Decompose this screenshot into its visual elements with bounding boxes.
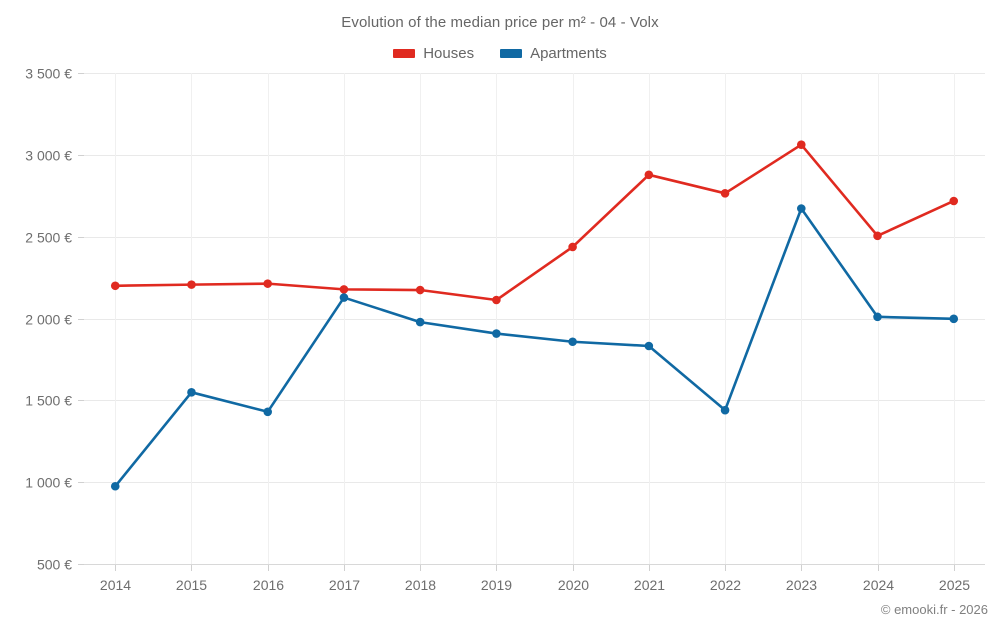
chart-legend: Houses Apartments bbox=[0, 45, 1000, 62]
legend-item-apartments[interactable]: Apartments bbox=[500, 45, 607, 62]
data-point[interactable] bbox=[492, 329, 501, 338]
x-axis-tick-label: 2025 bbox=[939, 577, 970, 593]
y-axis-tick-label: 3 500 € bbox=[25, 66, 72, 82]
x-axis-tick-label: 2024 bbox=[863, 577, 894, 593]
line-swatch-icon bbox=[393, 49, 416, 58]
y-axis-tick-label: 2 000 € bbox=[25, 312, 72, 328]
y-axis-tick-label: 2 500 € bbox=[25, 230, 72, 246]
data-point[interactable] bbox=[720, 189, 730, 198]
legend-label: Apartments bbox=[530, 45, 607, 62]
x-axis-tick-label: 2023 bbox=[786, 577, 817, 593]
data-point[interactable] bbox=[873, 312, 882, 322]
data-point[interactable] bbox=[187, 388, 196, 397]
x-axis-tick-label: 2015 bbox=[176, 577, 207, 593]
series-line-apartments bbox=[113, 207, 956, 488]
vertical-gridlines bbox=[115, 73, 955, 564]
data-point[interactable] bbox=[873, 231, 882, 241]
x-axis-tick-label: 2022 bbox=[710, 577, 741, 593]
y-axis-tick-label: 1 000 € bbox=[25, 475, 72, 491]
data-point[interactable] bbox=[415, 285, 425, 295]
x-axis-tick-label: 2021 bbox=[634, 577, 665, 593]
data-point[interactable] bbox=[110, 281, 120, 291]
data-point[interactable] bbox=[492, 295, 501, 305]
data-point[interactable] bbox=[263, 407, 273, 417]
x-axis-tick-label: 2019 bbox=[481, 577, 512, 593]
data-point[interactable] bbox=[949, 314, 959, 324]
x-axis-tick-label: 2014 bbox=[100, 577, 131, 593]
y-axis-tick-labels: 500 € 1 000 € 1 500 € 2 000 € 2 500 € 3 000 €… bbox=[25, 66, 72, 573]
horizontal-gridlines bbox=[84, 73, 985, 565]
data-series bbox=[110, 140, 959, 491]
data-point[interactable] bbox=[110, 481, 120, 491]
data-point[interactable] bbox=[949, 196, 959, 206]
data-point[interactable] bbox=[644, 170, 654, 180]
x-axis-tick-labels: 2014 2015 2016 2017 2018 2019 2020 2021 2022 2023… bbox=[100, 577, 970, 593]
x-axis-tick-label: 2016 bbox=[253, 577, 284, 593]
data-point[interactable] bbox=[568, 337, 577, 347]
x-axis-tick-label: 2017 bbox=[329, 577, 360, 593]
series-line-houses bbox=[113, 143, 956, 302]
y-axis-tick-label: 1 500 € bbox=[25, 393, 72, 409]
data-point[interactable] bbox=[263, 279, 273, 288]
legend-label: Houses bbox=[423, 45, 475, 62]
data-point[interactable] bbox=[568, 242, 577, 252]
data-point[interactable] bbox=[339, 285, 349, 294]
data-point[interactable] bbox=[720, 405, 730, 415]
data-point[interactable] bbox=[644, 341, 654, 351]
x-axis-tick-label: 2018 bbox=[405, 577, 436, 593]
y-axis-tick-label: 3 000 € bbox=[25, 148, 72, 164]
x-axis-tick-label: 2020 bbox=[558, 577, 589, 593]
data-point[interactable] bbox=[415, 317, 425, 327]
data-point[interactable] bbox=[796, 204, 806, 213]
data-point[interactable] bbox=[339, 293, 349, 302]
line-swatch-icon bbox=[500, 49, 523, 58]
y-axis-tick-label: 500 € bbox=[37, 557, 72, 573]
chart-title: Evolution of the median price per m² - 0… bbox=[341, 14, 659, 31]
axis-lines bbox=[78, 73, 985, 571]
legend-item-houses[interactable]: Houses bbox=[393, 45, 474, 62]
data-point[interactable] bbox=[796, 140, 806, 149]
footer-credit: © emooki.fr - 2026 bbox=[880, 602, 988, 617]
data-point[interactable] bbox=[187, 280, 196, 289]
